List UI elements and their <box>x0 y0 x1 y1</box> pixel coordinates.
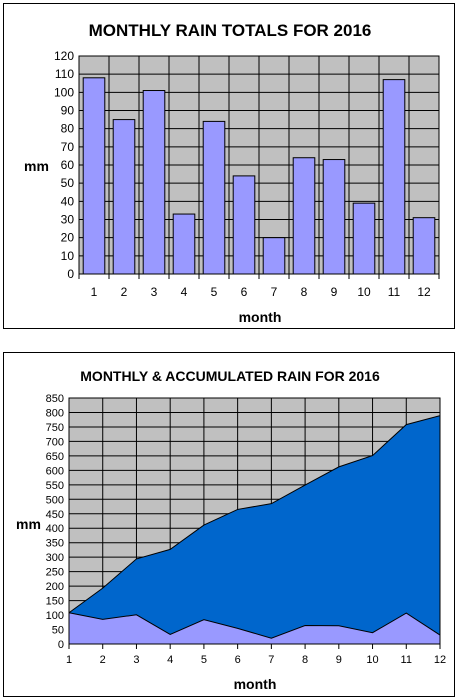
x-tick-label: 12 <box>417 285 431 299</box>
y-tick-label: 700 <box>46 436 64 448</box>
y-tick-label: 70 <box>61 140 75 154</box>
bar-month-5 <box>202 120 226 275</box>
bar-month-10 <box>352 202 376 275</box>
x-tick-label: 8 <box>302 654 308 666</box>
x-tick-label: 2 <box>121 285 128 299</box>
bar-month-4 <box>172 213 196 275</box>
y-tick-label: 750 <box>46 422 64 434</box>
y-tick-label: 150 <box>46 596 64 608</box>
y-tick-label: 50 <box>61 176 75 190</box>
y-tick-label: 250 <box>46 567 64 579</box>
x-tick-label: 9 <box>336 654 342 666</box>
bar-month-9 <box>322 159 346 275</box>
x-tick-label: 7 <box>271 285 278 299</box>
plot-border <box>68 397 441 645</box>
y-tick-label: 40 <box>61 194 75 208</box>
y-tick-label: 100 <box>54 85 74 99</box>
x-tick-label: 11 <box>388 285 401 299</box>
y-tick-label: 400 <box>46 523 64 535</box>
x-tick-label: 3 <box>151 285 158 299</box>
x-tick-label: 10 <box>366 654 378 666</box>
y-tick-label: 120 <box>54 49 74 63</box>
bar-month-1 <box>82 77 106 275</box>
y-tick-label: 110 <box>55 67 74 81</box>
y-tick-label: 30 <box>61 213 75 227</box>
chart-title: MONTHLY RAIN TOTALS FOR 2016 <box>89 21 372 40</box>
y-tick-label: 800 <box>46 407 64 419</box>
y-tick-label: 350 <box>46 538 64 550</box>
x-tick-label: 6 <box>241 285 248 299</box>
monthly-rain-bar-chart: MONTHLY RAIN TOTALS FOR 2016 mm month 0 1… <box>24 21 440 325</box>
x-tick-label: 4 <box>167 654 173 666</box>
bar-month-7 <box>262 237 286 275</box>
x-tick-label: 9 <box>331 285 338 299</box>
y-tick-label: 450 <box>46 509 64 521</box>
x-tick-label: 11 <box>401 654 412 666</box>
x-tick-label: 7 <box>268 654 274 666</box>
y-axis-label: mm <box>16 516 41 532</box>
y-tick-label: 50 <box>52 625 64 637</box>
x-tick-label: 12 <box>434 654 446 666</box>
bar-month-3 <box>142 90 166 275</box>
x-tick-label: 10 <box>357 285 371 299</box>
area-series-1 <box>68 415 441 645</box>
y-axis-label: mm <box>24 158 49 174</box>
bar-month-8 <box>292 157 316 275</box>
x-tick-label: 3 <box>133 654 139 666</box>
x-tick-label: 5 <box>201 654 207 666</box>
x-tick-label: 1 <box>66 654 72 666</box>
x-axis-label: month <box>234 676 277 692</box>
y-tick-label: 500 <box>46 494 64 506</box>
y-tick-label: 650 <box>46 451 64 463</box>
area-series-2 <box>68 612 441 645</box>
y-tick-label: 200 <box>46 581 64 593</box>
bar-month-12 <box>412 217 436 275</box>
x-tick-label: 1 <box>91 285 98 299</box>
y-tick-label: 300 <box>46 552 64 564</box>
x-axis-label: month <box>239 309 282 325</box>
chart-title: MONTHLY & ACCUMULATED RAIN FOR 2016 <box>80 368 380 384</box>
y-tick-label: 60 <box>61 158 75 172</box>
y-tick-label: 10 <box>61 249 75 263</box>
x-tick-label: 2 <box>100 654 106 666</box>
y-tick-label: 20 <box>61 231 75 245</box>
accumulated-rain-chart-panel: MONTHLY & ACCUMULATED RAIN FOR 2016 mm m… <box>3 352 455 697</box>
bar-month-11 <box>382 79 406 275</box>
y-tick-label: 0 <box>58 639 64 651</box>
x-tick-label: 8 <box>301 285 308 299</box>
y-tick-label: 0 <box>67 267 74 281</box>
y-tick-label: 90 <box>61 104 75 118</box>
y-tick-label: 850 <box>46 393 64 405</box>
bar-month-6 <box>232 175 256 275</box>
x-tick-label: 4 <box>181 285 188 299</box>
y-tick-label: 550 <box>46 480 64 492</box>
bar-month-2 <box>112 119 136 275</box>
y-tick-label: 600 <box>46 465 64 477</box>
y-tick-label: 100 <box>46 610 64 622</box>
accumulated-rain-area-chart: MONTHLY & ACCUMULATED RAIN FOR 2016 mm m… <box>16 368 446 692</box>
monthly-rain-chart-panel: MONTHLY RAIN TOTALS FOR 2016 mm month 0 1… <box>3 3 455 329</box>
x-tick-label: 5 <box>211 285 218 299</box>
y-tick-label: 80 <box>61 122 75 136</box>
x-tick-label: 6 <box>235 654 241 666</box>
